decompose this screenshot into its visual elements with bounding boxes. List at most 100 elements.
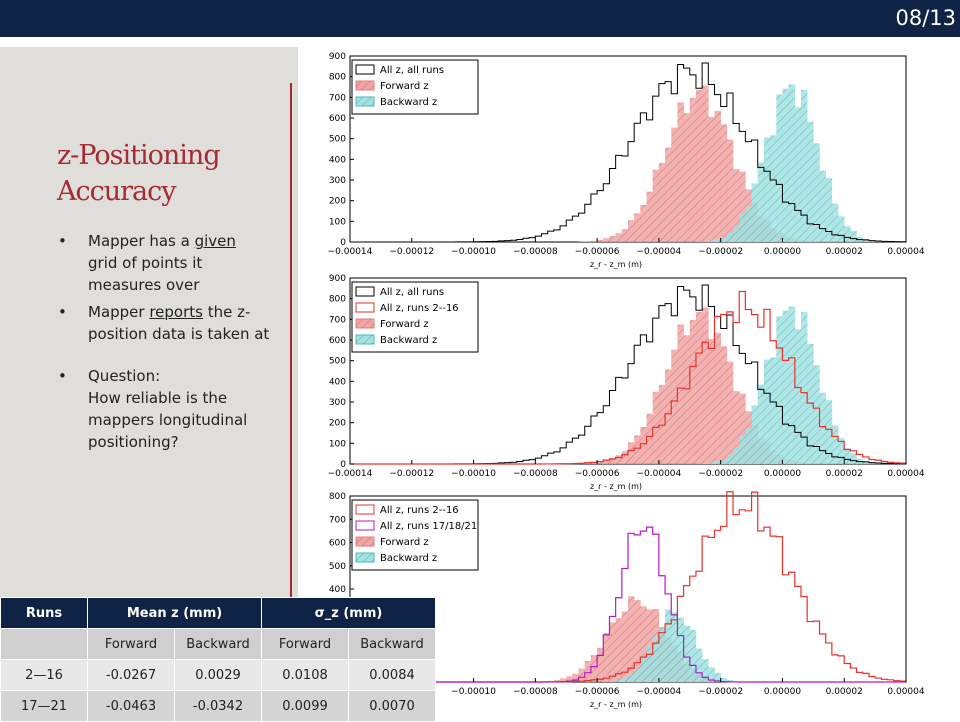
- slide-number: 08/13: [895, 6, 956, 30]
- x-tick-label: 0.00004: [887, 469, 924, 479]
- histogram-bar-hatch: [708, 241, 714, 242]
- histogram-bar-hatch: [733, 225, 739, 242]
- y-tick-label: 200: [329, 419, 346, 429]
- x-tick-label: −0.00004: [637, 687, 682, 697]
- link-given[interactable]: given: [195, 232, 236, 250]
- histogram-bar-hatch: [659, 627, 665, 682]
- table-cell: 0.0099: [262, 691, 349, 722]
- histogram-bar-hatch: [702, 463, 708, 464]
- y-tick-label: 900: [329, 52, 346, 62]
- histogram-bar-hatch: [628, 674, 634, 682]
- histogram-bar-hatch: [770, 357, 776, 464]
- y-tick-label: 700: [329, 515, 346, 525]
- table-cell: 17—21: [1, 691, 88, 722]
- y-tick-label: 600: [329, 336, 346, 346]
- histogram-bar-hatch: [622, 677, 628, 682]
- histogram-bar-hatch: [690, 98, 696, 242]
- x-tick-label: −0.00002: [698, 247, 743, 257]
- histogram-bar-hatch: [708, 339, 714, 464]
- x-axis-label: z_r - z_m (m): [590, 260, 642, 269]
- x-tick-label: 0.00002: [826, 687, 863, 697]
- histogram-bar-hatch: [622, 229, 628, 242]
- x-tick-label: −0.00008: [513, 469, 558, 479]
- bullet-item: • Question: How reliable is the mappers …: [58, 365, 270, 453]
- histogram-bar-hatch: [708, 117, 714, 242]
- histogram-bar-hatch: [640, 205, 646, 242]
- table-row: 2—16 -0.0267 0.0029 0.0108 0.0084: [1, 660, 436, 691]
- bullet-text: Question:: [88, 365, 270, 387]
- histogram-bar-hatch: [801, 90, 807, 242]
- x-tick-label: −0.00002: [698, 469, 743, 479]
- histogram-bar-hatch: [647, 192, 653, 242]
- histogram-bar-hatch: [789, 306, 795, 464]
- histogram-bar-hatch: [659, 163, 665, 242]
- legend-label: Forward z: [380, 319, 429, 330]
- histogram-bar-hatch: [702, 659, 708, 682]
- table-cell: 0.0084: [349, 660, 436, 691]
- histogram-bar-hatch: [764, 138, 770, 242]
- histogram-bar-hatch: [597, 648, 603, 682]
- results-table: Runs Mean z (mm) σ_z (mm) Forward Backwa…: [0, 597, 436, 722]
- title-line-2: Accuracy: [57, 174, 287, 210]
- y-tick-label: 400: [329, 585, 346, 595]
- y-tick-label: 300: [329, 176, 346, 186]
- bullet-dot: •: [58, 365, 67, 387]
- legend-label: All z, all runs: [380, 287, 444, 298]
- link-reports[interactable]: reports: [149, 303, 203, 321]
- histogram-bar-hatch: [844, 226, 850, 242]
- histogram-bar-hatch: [616, 455, 622, 464]
- histogram-bar-hatch: [838, 438, 844, 464]
- table-cell: -0.0463: [88, 691, 175, 722]
- th-mean: Mean z (mm): [88, 598, 262, 629]
- histogram-bar-hatch: [690, 630, 696, 682]
- histogram-bar-hatch: [696, 649, 702, 682]
- legend-label: Forward z: [380, 537, 429, 548]
- bullet-list: • Mapper has a given grid of points it m…: [58, 230, 270, 453]
- subheader-cell: Backward: [175, 629, 262, 660]
- histogram-bar-hatch: [813, 365, 819, 464]
- histogram-bar-hatch: [640, 427, 646, 464]
- x-tick-label: 0.00000: [764, 687, 801, 697]
- table-cell: 0.0070: [349, 691, 436, 722]
- table-cell: 0.0029: [175, 660, 262, 691]
- y-tick-label: 700: [329, 315, 346, 325]
- histogram-bar-hatch: [721, 124, 727, 242]
- header-bar: 08/13: [0, 0, 960, 37]
- y-tick-label: 100: [329, 439, 346, 449]
- y-tick-label: 200: [329, 197, 346, 207]
- histogram-bar-hatch: [776, 94, 782, 242]
- histogram-bar-hatch: [727, 362, 733, 464]
- histogram-bar-hatch: [714, 239, 720, 242]
- x-tick-label: −0.00006: [575, 247, 620, 257]
- subheader-cell: Backward: [349, 629, 436, 660]
- histogram-bar-hatch: [776, 316, 782, 464]
- histogram-bar-hatch: [832, 204, 838, 242]
- legend-swatch-hatch: [356, 97, 374, 106]
- histogram-bar-hatch: [572, 674, 578, 682]
- histogram-bar-hatch: [634, 668, 640, 682]
- histogram-bar-hatch: [702, 86, 708, 242]
- y-tick-label: 700: [329, 93, 346, 103]
- table-cell: -0.0342: [175, 691, 262, 722]
- bullet-text: How reliable is the mappers longitudinal…: [88, 387, 270, 453]
- histogram-bar-hatch: [659, 385, 665, 464]
- table-cell: 0.0108: [262, 660, 349, 691]
- histogram-bar-hatch: [677, 324, 683, 464]
- histogram-bar-hatch: [850, 453, 856, 464]
- legend-swatch-hatch: [356, 81, 374, 90]
- y-tick-label: 800: [329, 73, 346, 83]
- histogram-bar-hatch: [603, 460, 609, 464]
- histogram-bar-hatch: [696, 90, 702, 242]
- histogram-bar-hatch: [665, 370, 671, 464]
- histogram-bar-hatch: [782, 311, 788, 464]
- histogram-bar-hatch: [597, 240, 603, 242]
- legend-swatch-hatch: [356, 553, 374, 562]
- x-tick-label: −0.00012: [389, 247, 434, 257]
- table-cell: -0.0267: [88, 660, 175, 691]
- histogram-bar-hatch: [752, 183, 758, 242]
- histogram-bar-hatch: [677, 102, 683, 242]
- histogram-bar-hatch: [801, 312, 807, 464]
- x-tick-label: 0.00004: [887, 247, 924, 257]
- histogram-bar-hatch: [727, 140, 733, 242]
- histogram-bar-hatch: [684, 335, 690, 464]
